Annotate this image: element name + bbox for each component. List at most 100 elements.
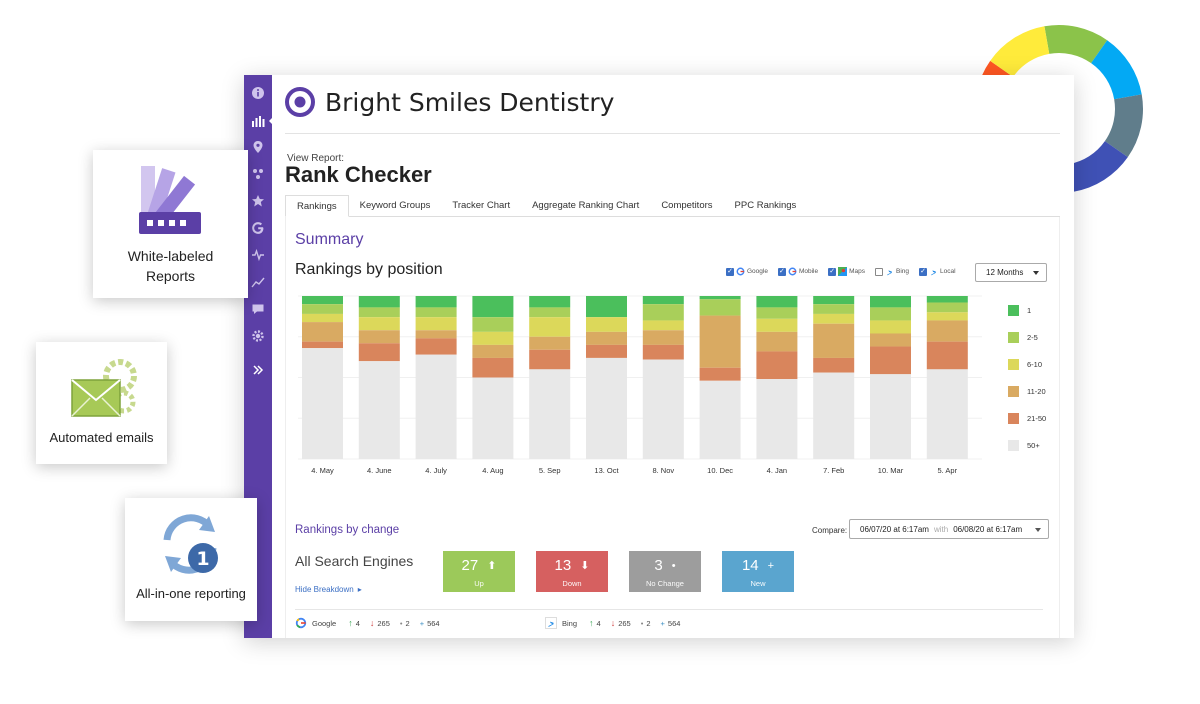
bar-segment-11-20[interactable] [926, 320, 968, 342]
map-pin-icon[interactable] [244, 137, 272, 157]
bar-segment-1[interactable] [586, 296, 627, 318]
bar-segment-11-20[interactable] [415, 330, 457, 339]
bar-segment-1[interactable] [302, 296, 343, 305]
engine-filter-google[interactable]: ✓ Google [726, 267, 768, 276]
change-up-box[interactable]: 27 ⬆ Up [443, 551, 515, 592]
bar-segment-2-5[interactable] [642, 304, 684, 321]
checkbox-checked-icon[interactable]: ✓ [777, 267, 786, 276]
bar-segment-2-5[interactable] [302, 304, 343, 314]
engine-filter-mobile[interactable]: ✓ Mobile [777, 267, 818, 276]
tab-competitors[interactable]: Competitors [661, 200, 713, 211]
locations-icon[interactable] [244, 164, 272, 184]
bar-segment-6-10[interactable] [358, 317, 400, 331]
engine-filter-maps[interactable]: ✓ Maps [828, 267, 865, 276]
bar-segment-11-20[interactable] [529, 336, 571, 350]
bar-segment-2-5[interactable] [870, 307, 911, 321]
bar-segment-6-10[interactable] [870, 320, 911, 334]
bar-segment-6-10[interactable] [302, 313, 343, 323]
bar-segment-1[interactable] [472, 296, 514, 318]
change-down-box[interactable]: 13 ⬇ Down [536, 551, 608, 592]
trend-icon[interactable] [244, 272, 272, 292]
bar-segment-11-20[interactable] [813, 323, 855, 358]
legend-item[interactable]: 21-50 [1008, 405, 1046, 432]
gear-icon[interactable] [244, 326, 272, 346]
change-new-box[interactable]: 14 + New [722, 551, 794, 592]
bar-segment-50+[interactable] [358, 361, 400, 459]
bar-segment-21-50[interactable] [358, 343, 400, 362]
bar-segment-21-50[interactable] [756, 351, 798, 380]
legend-item[interactable]: 11-20 [1008, 378, 1046, 405]
bar-segment-1[interactable] [699, 296, 741, 300]
bar-segment-21-50[interactable] [302, 341, 343, 349]
bar-segment-1[interactable] [358, 296, 400, 308]
expand-sidebar-icon[interactable] [244, 360, 272, 380]
bar-segment-21-50[interactable] [642, 344, 684, 360]
bar-segment-21-50[interactable] [926, 341, 968, 370]
bar-segment-2-5[interactable] [813, 304, 855, 314]
star-icon[interactable] [244, 191, 272, 211]
chat-icon[interactable] [244, 299, 272, 319]
bar-segment-11-20[interactable] [302, 322, 343, 342]
bar-segment-11-20[interactable] [642, 330, 684, 345]
bar-segment-2-5[interactable] [529, 307, 571, 318]
bar-segment-50+[interactable] [699, 380, 741, 459]
engine-filter-local[interactable]: ✓ Local [919, 267, 956, 276]
bar-segment-2-5[interactable] [756, 307, 798, 319]
legend-item[interactable]: 6-10 [1008, 351, 1046, 378]
tab-keyword-groups[interactable]: Keyword Groups [359, 200, 431, 211]
bar-segment-2-5[interactable] [472, 317, 514, 332]
legend-item[interactable]: 2-5 [1008, 324, 1046, 351]
bar-segment-50+[interactable] [472, 377, 514, 460]
bar-segment-21-50[interactable] [586, 344, 627, 358]
bar-segment-6-10[interactable] [813, 313, 855, 324]
tab-aggregate-ranking-chart[interactable]: Aggregate Ranking Chart [532, 200, 640, 211]
tab-rankings[interactable]: Rankings [285, 195, 349, 217]
bar-segment-11-20[interactable] [358, 330, 400, 344]
bar-chart-icon[interactable] [244, 111, 272, 131]
bar-segment-1[interactable] [756, 296, 798, 308]
bar-segment-21-50[interactable] [870, 346, 911, 375]
bar-segment-11-20[interactable] [870, 333, 911, 347]
bar-segment-6-10[interactable] [926, 312, 968, 321]
bar-segment-1[interactable] [813, 296, 855, 305]
bar-segment-21-50[interactable] [529, 349, 571, 370]
bar-segment-50+[interactable] [870, 374, 911, 459]
bar-segment-50+[interactable] [529, 369, 571, 459]
bar-segment-50+[interactable] [926, 369, 968, 459]
checkbox-checked-icon[interactable]: ✓ [919, 267, 928, 276]
period-select[interactable]: 12 Months [975, 263, 1047, 282]
info-icon[interactable] [244, 83, 272, 103]
bar-segment-6-10[interactable] [472, 331, 514, 345]
bar-segment-6-10[interactable] [415, 317, 457, 331]
bar-segment-11-20[interactable] [756, 331, 798, 352]
hide-breakdown-link[interactable]: Hide Breakdown ▸ [295, 585, 362, 594]
bar-segment-21-50[interactable] [813, 357, 855, 373]
change-nochange-box[interactable]: 3 • No Change [629, 551, 701, 592]
bar-segment-1[interactable] [415, 296, 457, 308]
bar-segment-1[interactable] [870, 296, 911, 308]
bar-segment-50+[interactable] [586, 357, 627, 459]
engine-filter-bing[interactable]: Bing [875, 267, 909, 276]
google-g-icon[interactable] [244, 218, 272, 238]
tab-ppc-rankings[interactable]: PPC Rankings [734, 200, 797, 211]
bar-segment-6-10[interactable] [756, 318, 798, 332]
legend-item[interactable]: 50+ [1008, 432, 1046, 459]
compare-date-select[interactable]: 06/07/20 at 6:17am with 06/08/20 at 6:17am [849, 519, 1049, 539]
bar-segment-11-20[interactable] [472, 344, 514, 358]
checkbox-checked-icon[interactable]: ✓ [828, 267, 837, 276]
bar-segment-21-50[interactable] [415, 338, 457, 355]
bar-segment-50+[interactable] [415, 354, 457, 459]
legend-item[interactable]: 1 [1008, 297, 1046, 324]
bar-segment-1[interactable] [642, 296, 684, 305]
bar-segment-2-5[interactable] [699, 299, 741, 316]
pulse-icon[interactable] [244, 245, 272, 265]
bar-segment-11-20[interactable] [586, 331, 627, 345]
bar-segment-21-50[interactable] [699, 367, 741, 381]
bar-segment-1[interactable] [529, 296, 571, 308]
bar-segment-50+[interactable] [813, 372, 855, 459]
bar-segment-2-5[interactable] [926, 302, 968, 313]
checkbox-checked-icon[interactable]: ✓ [726, 267, 734, 276]
bar-segment-1[interactable] [926, 296, 968, 303]
bar-segment-50+[interactable] [756, 379, 798, 459]
bar-segment-50+[interactable] [302, 348, 343, 459]
